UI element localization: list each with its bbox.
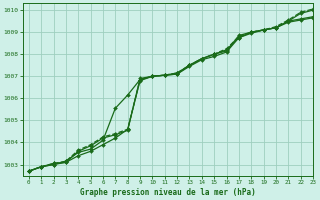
X-axis label: Graphe pression niveau de la mer (hPa): Graphe pression niveau de la mer (hPa): [80, 188, 256, 197]
